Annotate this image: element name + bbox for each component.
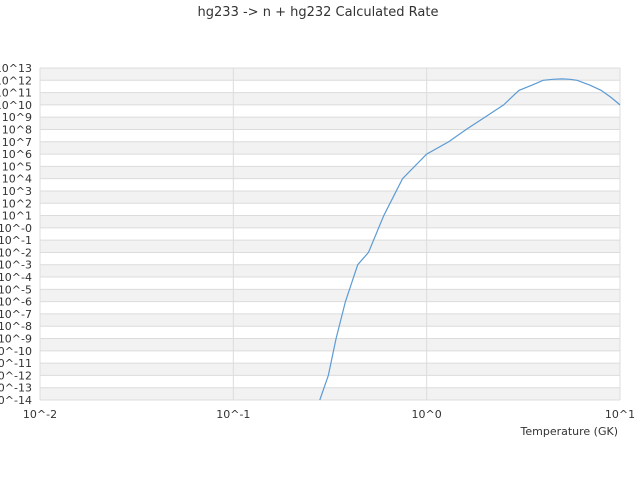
grid-band bbox=[40, 190, 620, 204]
y-tick-label: 10^12 bbox=[0, 74, 32, 87]
grid-band bbox=[40, 240, 620, 253]
chart-title: hg233 -> n + hg232 Calculated Rate bbox=[198, 5, 439, 20]
grid-band bbox=[40, 117, 620, 130]
series-line bbox=[319, 78, 621, 401]
y-tick-label: 10^11 bbox=[0, 87, 32, 100]
grid-band bbox=[40, 375, 620, 388]
grid-band bbox=[40, 141, 620, 155]
y-tick-label: 10^5 bbox=[2, 160, 32, 173]
y-tick-label: 10^-0 bbox=[0, 222, 32, 235]
grid-band bbox=[40, 387, 620, 400]
grid-band bbox=[40, 350, 620, 364]
grid-band bbox=[40, 313, 620, 327]
x-tick-label: 10^0 bbox=[412, 408, 442, 421]
grid-band bbox=[40, 326, 620, 339]
y-tick-label: 10^-4 bbox=[0, 271, 32, 284]
grid-band bbox=[40, 338, 620, 351]
x-tick-label: 10^-1 bbox=[216, 408, 250, 421]
y-tick-label: 10^10 bbox=[0, 99, 32, 112]
y-tick-label: 10^-13 bbox=[0, 382, 32, 395]
y-tick-label: 10^8 bbox=[2, 123, 32, 136]
y-tick-label: 10^7 bbox=[2, 136, 32, 149]
y-tick-label: 10^-1 bbox=[0, 234, 32, 247]
grid-band bbox=[40, 80, 620, 93]
y-tick-label: 10^-12 bbox=[0, 369, 32, 382]
y-tick-label: 10^-3 bbox=[0, 259, 32, 272]
grid-band bbox=[40, 68, 620, 81]
grid-band bbox=[40, 227, 620, 241]
grid-band bbox=[40, 215, 620, 228]
grid-band bbox=[40, 178, 620, 191]
grid-band bbox=[40, 264, 620, 278]
y-tick-labels: 10^1310^1210^1110^1010^910^810^710^610^5… bbox=[0, 62, 32, 407]
y-tick-label: 10^13 bbox=[0, 62, 32, 75]
y-tick-label: 10^-6 bbox=[0, 296, 32, 309]
y-tick-label: 10^-8 bbox=[0, 320, 32, 333]
x-tick-labels: 10^-2 10^-1 10^0 10^1 bbox=[23, 408, 635, 421]
grid-band bbox=[40, 203, 620, 216]
vertical-gridlines bbox=[39, 68, 621, 400]
y-tick-label: 10^-5 bbox=[0, 283, 32, 296]
grid-band bbox=[40, 289, 620, 302]
grid-bands bbox=[40, 67, 620, 401]
grid-band bbox=[40, 104, 620, 118]
grid-band bbox=[40, 301, 620, 314]
y-tick-label: 10^2 bbox=[2, 197, 32, 210]
y-tick-label: 10^-2 bbox=[0, 246, 32, 259]
grid-band bbox=[40, 92, 620, 105]
x-tick-label: 10^-2 bbox=[23, 408, 57, 421]
grid-band bbox=[40, 166, 620, 179]
grid-band bbox=[40, 129, 620, 142]
y-tick-label: 10^3 bbox=[2, 185, 32, 198]
y-tick-label: 10^-11 bbox=[0, 357, 32, 370]
grid-band bbox=[40, 252, 620, 265]
y-tick-label: 10^-9 bbox=[0, 333, 32, 346]
x-tick-label: 10^1 bbox=[605, 408, 635, 421]
grid-band bbox=[40, 154, 620, 167]
y-tick-label: 10^9 bbox=[2, 111, 32, 124]
series-group bbox=[319, 78, 621, 401]
y-tick-label: 10^-10 bbox=[0, 345, 32, 358]
y-tick-label: 10^6 bbox=[2, 148, 32, 161]
x-axis-label: Temperature (GK) bbox=[520, 425, 619, 438]
grid-band bbox=[40, 277, 620, 290]
y-tick-label: 10^1 bbox=[2, 210, 32, 223]
y-tick-label: 10^-14 bbox=[0, 394, 32, 407]
y-tick-label: 10^4 bbox=[2, 173, 32, 186]
y-tick-label: 10^-7 bbox=[0, 308, 32, 321]
